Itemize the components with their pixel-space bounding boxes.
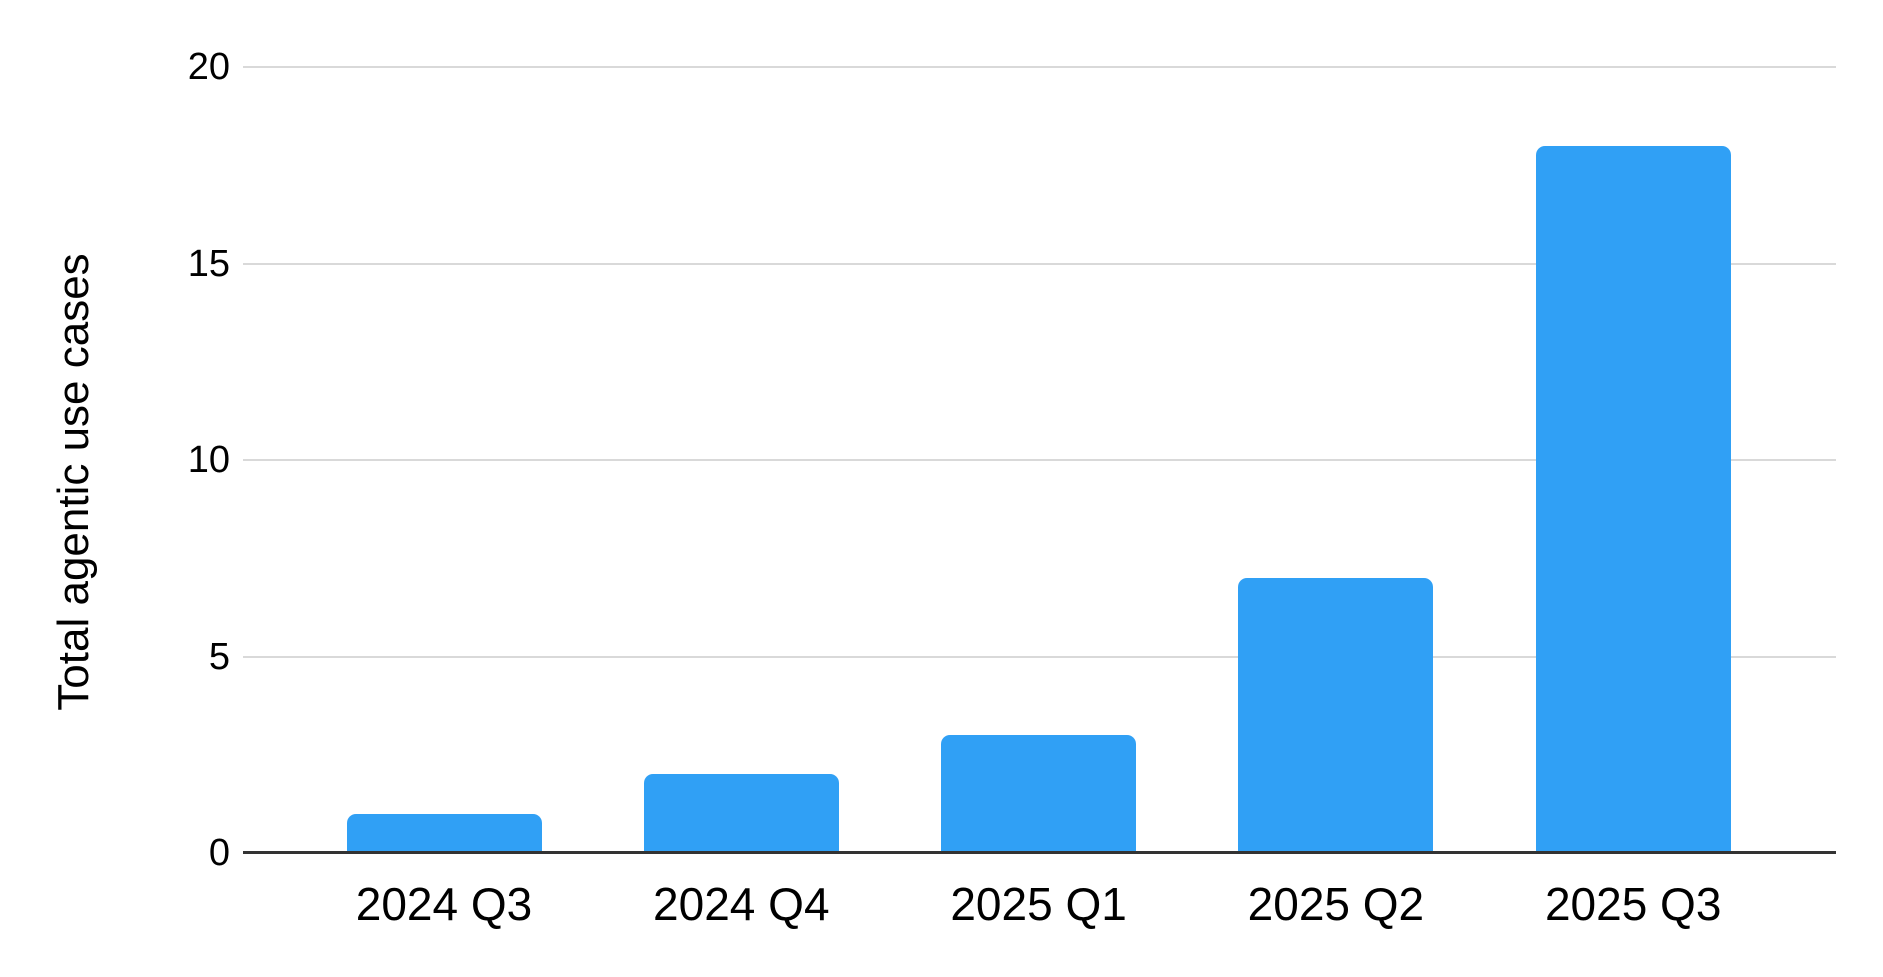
- x-label-2024-q4: 2024 Q4: [653, 878, 830, 930]
- x-label-2024-q3: 2024 Q3: [355, 878, 533, 930]
- bar-2024-q3: [346, 813, 542, 853]
- y-tick-label-20: 20: [187, 46, 230, 88]
- gridline-20: [243, 66, 1836, 68]
- y-tick-label-10: 10: [187, 439, 230, 481]
- y-tick-label-5: 5: [208, 635, 230, 678]
- plot-area: [243, 66, 1836, 854]
- bar-2025-q3: [1535, 145, 1731, 853]
- y-tick-label-15: 15: [187, 242, 230, 285]
- x-label-2025-q2: 2025 Q2: [1247, 878, 1425, 930]
- x-label-2025-q3: 2025 Q3: [1544, 878, 1722, 930]
- x-label-2025-q1: 2025 Q1: [950, 878, 1127, 930]
- bar-2025-q2: [1238, 577, 1434, 853]
- y-tick-label-0: 0: [208, 832, 230, 874]
- bar-2025-q1: [941, 735, 1137, 853]
- x-axis-line: [243, 851, 1836, 854]
- bar-2024-q4: [643, 774, 839, 853]
